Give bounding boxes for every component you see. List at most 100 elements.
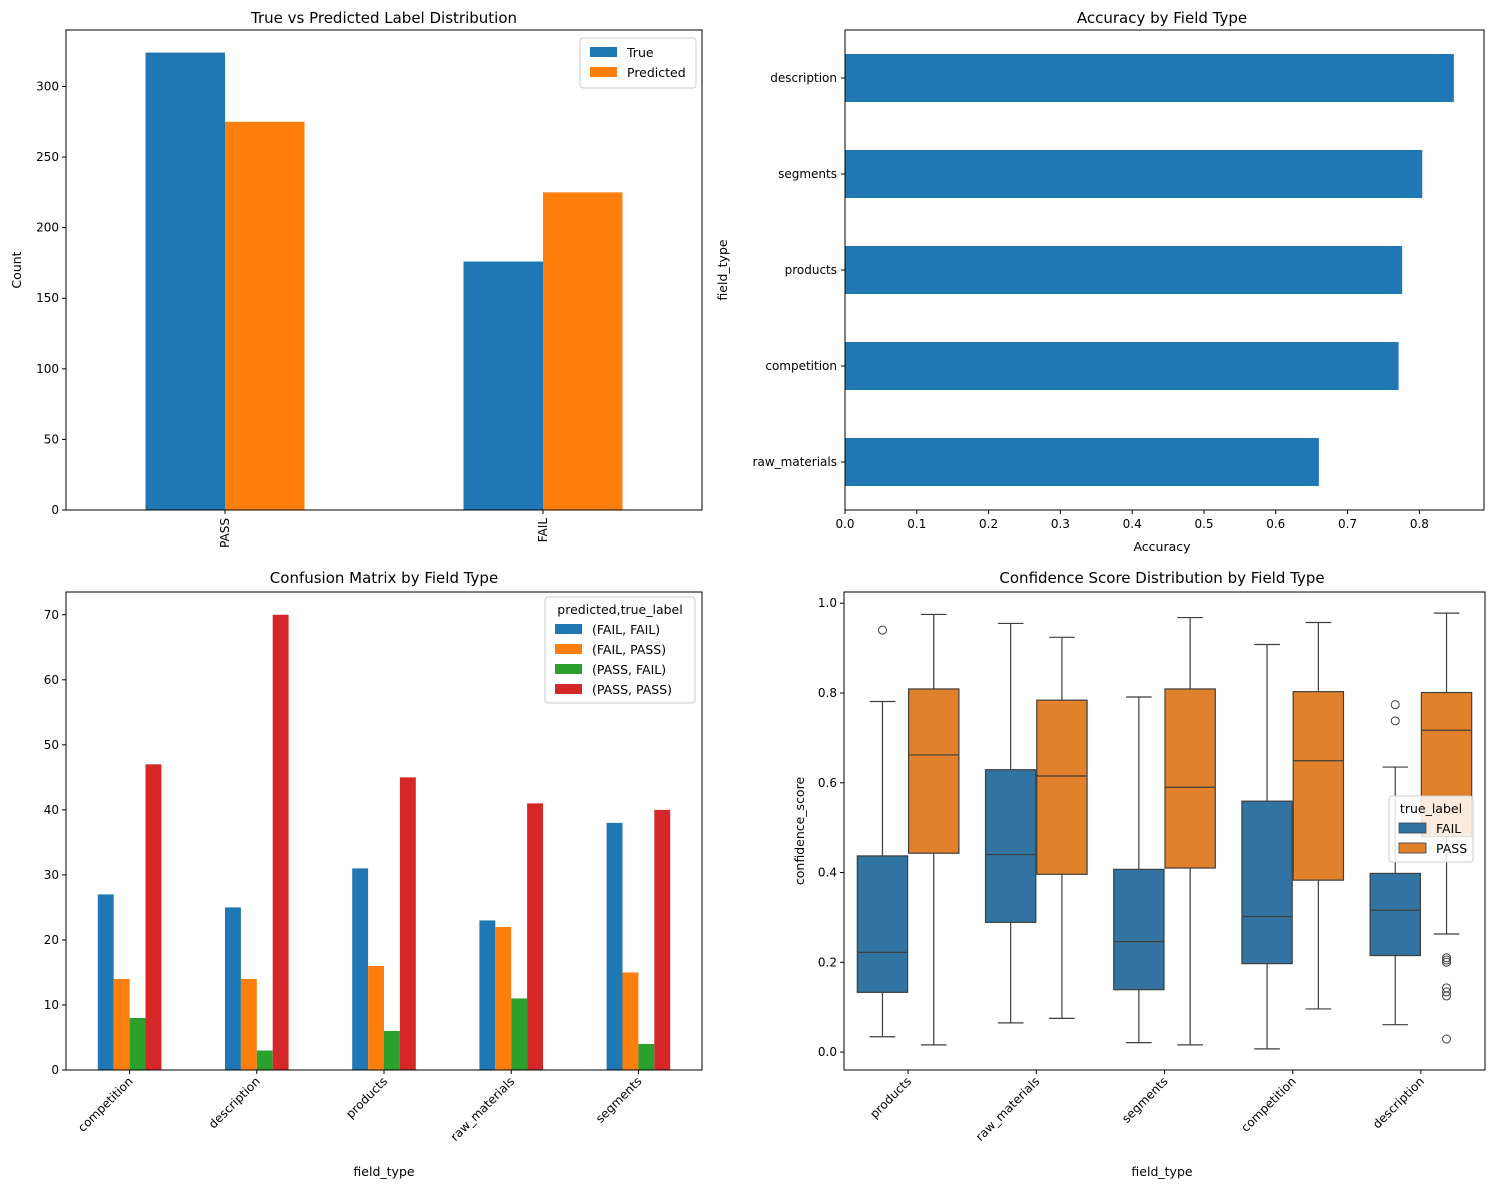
x-tick-label: 0.1 (907, 517, 926, 531)
y-tick-label: description (770, 71, 837, 85)
box-iqr (1369, 872, 1421, 957)
x-tick-label: competition (1238, 1074, 1299, 1135)
bar-products-series-0 (352, 868, 369, 1070)
bar-true-pass (145, 52, 225, 511)
x-tick-label: 0.0 (835, 517, 854, 531)
bar-products-series-1 (368, 965, 384, 1070)
bar-products-series-3 (399, 777, 416, 1070)
legend-box (544, 596, 696, 704)
x-tick-label: raw_materials (448, 1074, 518, 1144)
y-tick-label: 200 (36, 221, 59, 235)
legend-label: (PASS, PASS) (592, 682, 672, 697)
box-iqr (1036, 699, 1088, 875)
bar-description-series-3 (272, 614, 289, 1070)
bar-competition-series-2 (129, 1017, 146, 1070)
box-iqr (984, 769, 1037, 923)
bar-segments (845, 150, 1423, 198)
y-tick-label: raw_materials (753, 455, 837, 469)
bar-products-series-2 (384, 1030, 400, 1070)
x-tick-label: 0.2 (979, 517, 998, 531)
outlier-point (1442, 987, 1452, 997)
y-tick-label: 0.8 (818, 686, 837, 700)
y-tick-label: 0.6 (818, 776, 837, 790)
y-tick-label: 300 (36, 79, 59, 93)
bar-raw_materials-series-1 (495, 926, 512, 1070)
legend: predicted,true_label (FAIL, FAIL) (FAIL, P… (544, 596, 696, 704)
y-tick-label: 60 (44, 673, 59, 687)
outlier-point (1442, 955, 1452, 965)
bar-segments-series-2 (638, 1043, 655, 1070)
y-tick-label: segments (778, 167, 837, 181)
legend-swatch (590, 47, 617, 57)
y-tick-label: competition (765, 359, 837, 373)
outlier-point (1442, 953, 1452, 963)
legend: True Predicted (579, 37, 697, 89)
y-tick-label: 0 (51, 1063, 59, 1077)
box-description-fail (1369, 700, 1421, 1026)
outlier-point (1390, 716, 1400, 726)
x-tick-label: 0.6 (1266, 517, 1285, 531)
box-iqr (1292, 691, 1345, 881)
legend-label: True (626, 45, 654, 60)
box-iqr (1241, 800, 1293, 965)
box-segments-pass (1164, 616, 1216, 1046)
y-tick-label: 0.4 (818, 866, 837, 880)
y-tick-label: 30 (44, 868, 59, 882)
legend-swatch (555, 624, 582, 634)
legend-title: predicted,true_label (557, 602, 682, 617)
x-tick-label: products (343, 1074, 390, 1121)
legend-swatch (555, 644, 582, 654)
y-tick-label: products (785, 263, 837, 277)
y-tick-label: 40 (44, 803, 59, 817)
y-tick-label: 20 (44, 933, 59, 947)
x-axis-label: field_type (1131, 1164, 1192, 1179)
plot-frame (65, 29, 703, 511)
x-axis-label: field_type (353, 1164, 414, 1179)
legend-title: true_label (1400, 801, 1462, 816)
box-products-pass (907, 613, 960, 1046)
legend-swatch (555, 684, 582, 694)
y-tick-label: 1.0 (818, 596, 837, 610)
y-tick-label: 150 (36, 291, 59, 305)
plot-frame (844, 29, 1485, 511)
outlier-point (877, 625, 887, 635)
x-tick-label: 0.5 (1194, 517, 1213, 531)
legend: true_label FAIL PASS (1388, 795, 1474, 863)
box-raw_materials-fail (984, 622, 1037, 1024)
y-tick-label: 70 (44, 608, 59, 622)
legend-label: FAIL (1436, 821, 1461, 836)
y-tick-label: 50 (44, 738, 59, 752)
y-tick-label: 0 (51, 503, 59, 517)
y-axis-label: field_type (715, 239, 730, 300)
y-tick-label: 10 (44, 998, 59, 1012)
outlier-point (1442, 991, 1452, 1001)
box-competition-pass (1292, 621, 1345, 1010)
legend-label: (FAIL, PASS) (592, 642, 666, 657)
x-tick-label: 0.7 (1338, 517, 1357, 531)
legend-label: PASS (1436, 841, 1467, 856)
box-competition-fail (1241, 643, 1293, 1050)
bar-description-series-0 (225, 907, 241, 1070)
x-tick-label: description (206, 1074, 263, 1131)
x-tick-label: description (1370, 1074, 1427, 1131)
chart-confidence-distribution: Confidence Score Distribution by Field T… (792, 569, 1486, 1179)
legend-label: (FAIL, FAIL) (592, 622, 660, 637)
legend-label: Predicted (627, 65, 686, 80)
x-tick-label: segments (593, 1074, 645, 1126)
chart-accuracy-by-field: Accuracy by Field Type Accuracy field_ty… (715, 9, 1485, 554)
bar-segments-series-3 (654, 809, 671, 1070)
chart-title: True vs Predicted Label Distribution (250, 9, 517, 27)
bar-description (845, 54, 1454, 102)
bar-true-fail (463, 261, 543, 510)
box-segments-fail (1113, 696, 1165, 1044)
bar-competition-series-3 (145, 764, 162, 1070)
x-tick-label: segments (1119, 1074, 1171, 1126)
bar-predicted-pass (225, 121, 305, 510)
bar-segments-series-0 (606, 822, 623, 1070)
outlier-point (1442, 1034, 1452, 1044)
y-axis-label: confidence_score (792, 777, 807, 886)
box-iqr (1164, 688, 1216, 869)
box-iqr (907, 688, 960, 854)
legend-swatch (555, 664, 582, 674)
